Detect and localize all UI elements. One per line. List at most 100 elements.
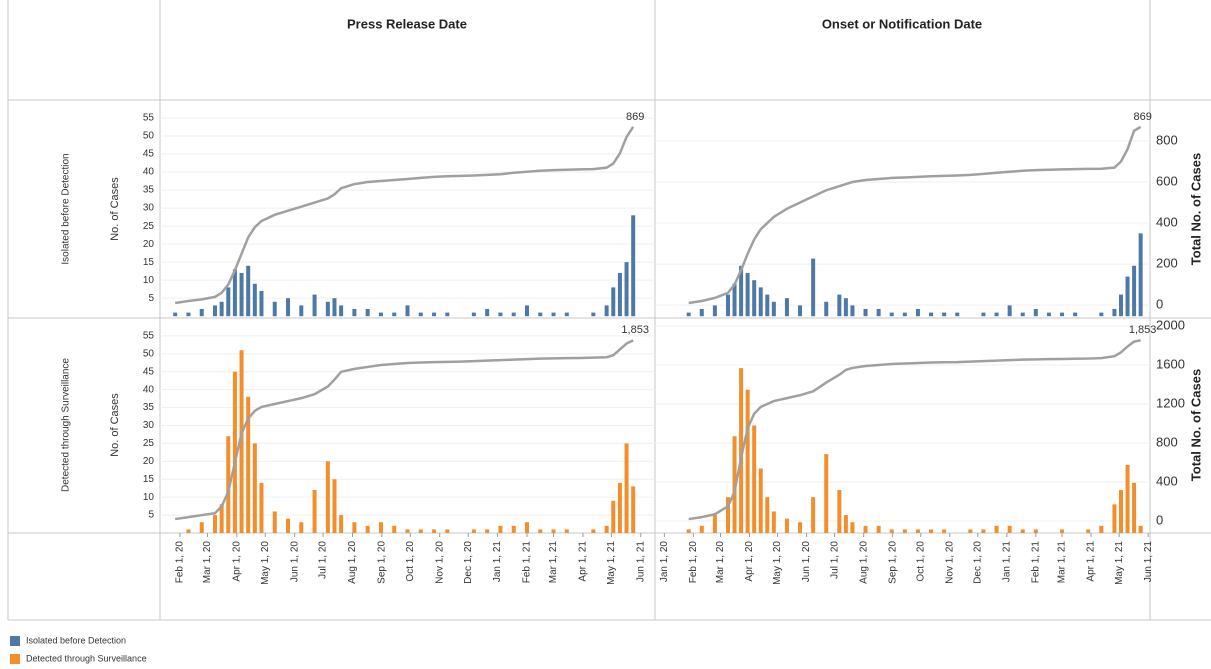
x-tick-label: Jan 1, 20 (659, 541, 670, 583)
bar (624, 443, 629, 533)
y-axis-label: No. of Cases (109, 393, 121, 457)
bar (498, 312, 503, 317)
y2-axis-label: Total No. of Cases (1188, 369, 1203, 481)
x-tick-label: Nov 1, 20 (944, 541, 955, 584)
x-tick-label: Mar 1, 20 (715, 541, 726, 584)
bar (219, 301, 224, 317)
column-title: Onset or Notification Date (822, 16, 982, 31)
bar (968, 529, 973, 533)
bar (352, 522, 357, 533)
legend-swatch (10, 654, 20, 664)
x-tick-label: Jun 1, 20 (801, 541, 812, 583)
bar (784, 518, 789, 533)
bar (1132, 265, 1137, 317)
y-tick-label: 30 (143, 203, 155, 214)
column-title: Press Release Date (347, 16, 467, 31)
bar (889, 529, 894, 533)
y2-tick-label: 1600 (1156, 356, 1185, 371)
bar (232, 269, 237, 317)
bar (199, 308, 204, 317)
bar (712, 305, 717, 317)
cumulative-line (174, 126, 635, 305)
bar (843, 515, 848, 533)
x-tick-label: Mar 1, 21 (1057, 541, 1068, 584)
bar (1060, 312, 1065, 317)
y-tick-label: 5 (148, 510, 154, 521)
bar (252, 283, 257, 317)
bar (213, 305, 217, 317)
y-tick-label: 45 (143, 149, 155, 160)
bar (418, 529, 423, 533)
bar (824, 301, 829, 317)
bar (365, 308, 370, 317)
x-tick-label: Sep 1, 20 (377, 541, 388, 584)
bar (889, 312, 894, 317)
bar (524, 305, 529, 317)
bar (259, 482, 264, 533)
bar (524, 522, 529, 533)
bar (699, 525, 704, 533)
bar (732, 283, 737, 317)
bar (173, 312, 178, 317)
bar (1099, 312, 1104, 317)
bar (752, 280, 757, 317)
cumulative-line (174, 339, 634, 521)
x-tick-label: Mar 1, 20 (202, 541, 213, 584)
x-tick-label: Jan 1, 21 (492, 541, 503, 583)
cumulative-line (688, 339, 1141, 521)
bar (1112, 308, 1117, 317)
y2-tick-label: 800 (1156, 434, 1178, 449)
bar (824, 454, 829, 533)
bar (850, 305, 855, 317)
bar (239, 272, 244, 317)
bar (617, 482, 622, 533)
bar (981, 312, 986, 317)
x-tick-label: Apr 1, 21 (578, 541, 589, 582)
bar (339, 305, 344, 317)
data-label: 1,853 (1129, 324, 1157, 336)
x-tick-label: Aug 1, 20 (858, 541, 869, 584)
x-tick-label: Feb 1, 20 (688, 541, 699, 584)
bar (564, 312, 569, 317)
bar (485, 308, 490, 317)
y-tick-label: 10 (143, 275, 155, 286)
x-tick-label: Dec 1, 20 (972, 541, 983, 584)
bar (771, 301, 776, 317)
bar (226, 287, 231, 317)
bar (1138, 233, 1143, 317)
bar (1125, 276, 1130, 317)
y-tick-label: 25 (143, 438, 155, 449)
bar (485, 529, 490, 533)
x-tick-label: Jun 1, 21 (1143, 541, 1154, 583)
bar (471, 312, 476, 317)
bar (239, 350, 244, 533)
bar (312, 490, 317, 533)
y-tick-label: 20 (143, 239, 155, 250)
bar (511, 312, 516, 317)
x-tick-label: Mar 1, 21 (548, 541, 559, 584)
bar (725, 294, 730, 317)
bar (631, 215, 636, 317)
bar (378, 312, 383, 317)
bar (739, 265, 744, 317)
bar (784, 298, 789, 317)
x-tick-label: Apr 1, 21 (1086, 541, 1097, 582)
bar (811, 258, 816, 317)
bar (611, 287, 616, 317)
y2-tick-label: 800 (1156, 132, 1178, 147)
y2-tick-label: 1200 (1156, 395, 1185, 410)
x-tick-label: May 1, 21 (1114, 541, 1125, 585)
x-tick-label: Apr 1, 20 (231, 541, 242, 582)
bar (232, 371, 237, 533)
x-tick-label: Oct 1, 20 (915, 541, 926, 582)
x-tick-label: Jul 1, 20 (829, 541, 840, 579)
bar (745, 389, 750, 533)
bar (876, 308, 881, 317)
bar (915, 308, 920, 317)
row-label: Detected through Surveillance (61, 358, 72, 492)
y-tick-label: 25 (143, 221, 155, 232)
y-tick-label: 55 (143, 113, 155, 124)
bar (246, 396, 251, 533)
bar (325, 461, 330, 533)
